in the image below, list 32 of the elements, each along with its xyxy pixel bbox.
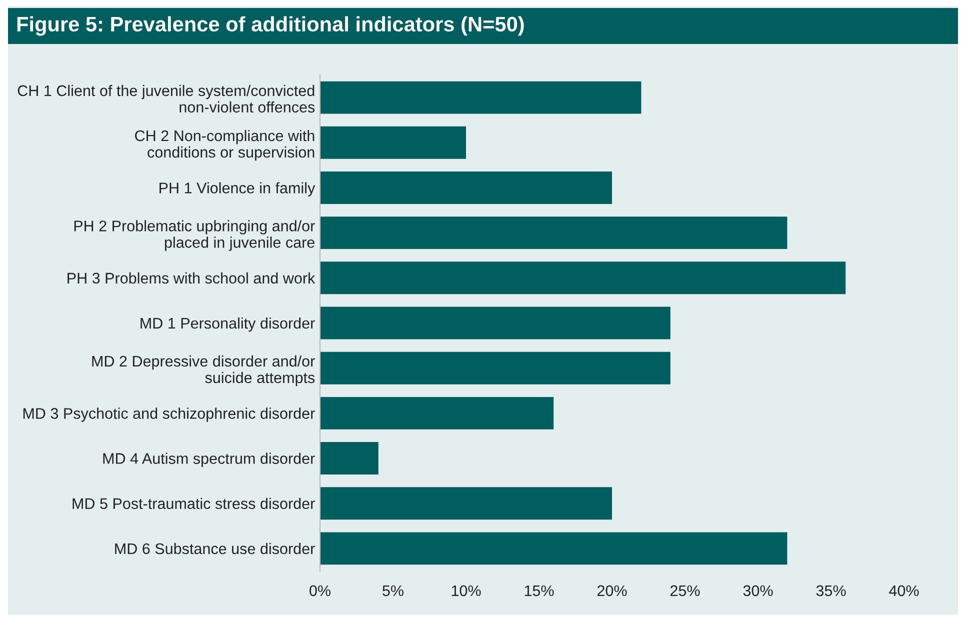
bar: [320, 126, 466, 159]
bar: [320, 306, 670, 340]
bar: [320, 396, 554, 430]
y-tick-label: PH 2 Problematic upbringing and/or placed in juvenile care: [74, 220, 315, 251]
x-tick-label: 15%: [524, 585, 554, 596]
bar: [320, 262, 846, 294]
x-tick-label: 10%: [452, 585, 481, 596]
bar: [320, 532, 788, 565]
y-tick-label: PH 3 Problems with school and work: [68, 272, 316, 284]
y-tick-label: MD 2 Depressive disorder and/or suicide attempts: [92, 355, 315, 386]
y-tick-label: CH 2 Non-compliance with conditions or supervision: [135, 130, 314, 161]
bar: [320, 81, 642, 114]
y-tick-label: CH 1 Client of the juvenile system/convicted non-violent offences: [18, 84, 315, 113]
y-tick-label: MD 3 Psychotic and schizophrenic disorder: [23, 408, 315, 422]
y-tick-label: MD 6 Substance use disorder: [115, 542, 315, 554]
bar: [320, 171, 612, 204]
y-tick-label: MD 5 Post-traumatic stress disorder: [72, 498, 315, 510]
x-tick-label: 20%: [597, 585, 627, 596]
x-tick-label: 35%: [816, 585, 846, 596]
chart-title: Figure 5: Prevalence of additional indicators (N=50): [17, 16, 524, 36]
x-tick-label: 0%: [310, 585, 330, 596]
x-tick-label: 5%: [382, 585, 404, 596]
bar: [320, 487, 612, 520]
bar: [320, 442, 378, 475]
x-tick-label: 25%: [670, 585, 700, 596]
y-tick-label: MD 4 Autism spectrum disorder: [103, 452, 315, 467]
x-tick-label: 40%: [889, 585, 919, 596]
bar: [320, 216, 788, 250]
y-tick-label: MD 1 Personality disorder: [140, 317, 315, 332]
x-tick-label: 30%: [743, 585, 773, 596]
y-tick-label: PH 1 Violence in family: [160, 182, 316, 196]
bar: [320, 352, 670, 384]
